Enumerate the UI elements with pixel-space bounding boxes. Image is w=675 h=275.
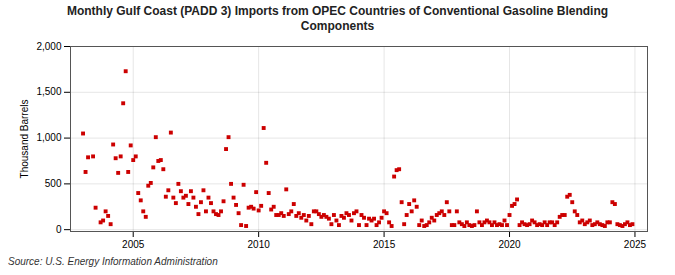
- svg-text:2005: 2005: [122, 239, 145, 250]
- svg-text:2,000: 2,000: [36, 41, 61, 52]
- html-text:Source: U.S. Energy Informatio: Source: U.S. Energy Information Administ…: [8, 256, 218, 267]
- svg-text:1,000: 1,000: [36, 132, 61, 143]
- svg-text:0: 0: [56, 224, 62, 235]
- svg-text:2020: 2020: [498, 239, 521, 250]
- svg-text:1,500: 1,500: [36, 86, 61, 97]
- html-text:Monthly Gulf Coast (PADD 3) Im: Monthly Gulf Coast (PADD 3) Imports from…: [66, 4, 609, 33]
- svg-text:2010: 2010: [248, 239, 271, 250]
- svg-text:Thousand Barrels: Thousand Barrels: [19, 100, 30, 179]
- svg-text:2015: 2015: [373, 239, 396, 250]
- svg-text:500: 500: [45, 178, 62, 189]
- svg-text:2025: 2025: [624, 239, 647, 250]
